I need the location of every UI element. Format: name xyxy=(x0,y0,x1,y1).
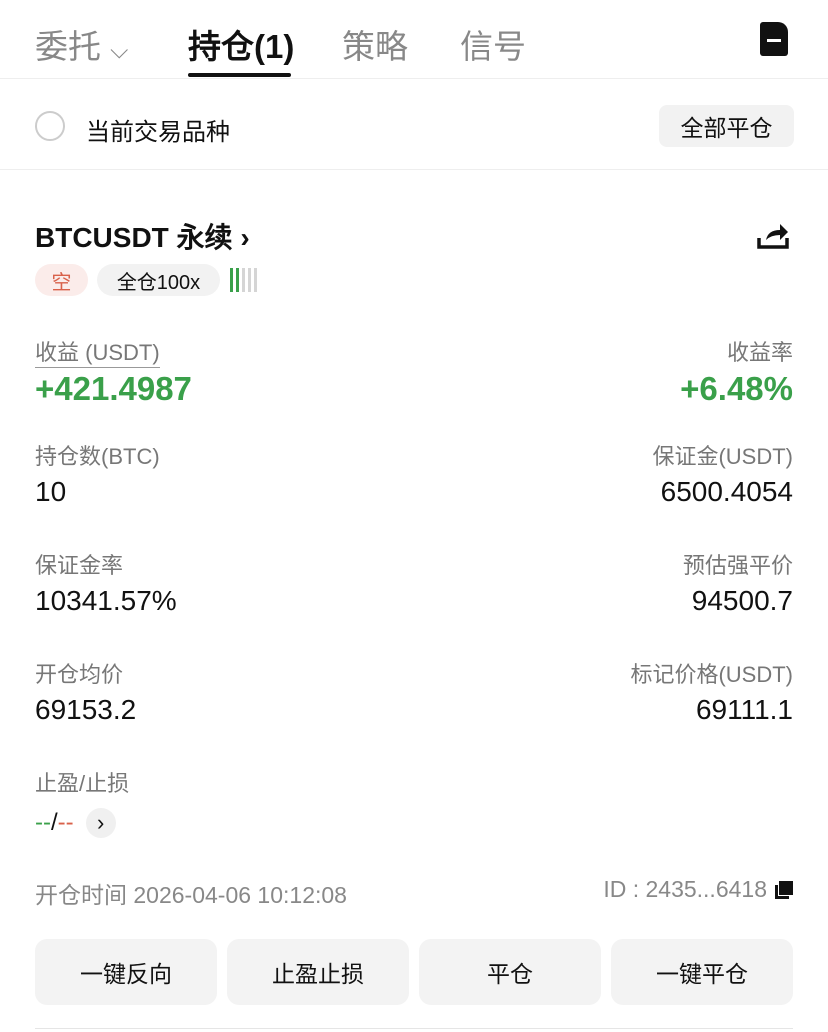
roe-value: +6.48% xyxy=(680,370,793,407)
mark-price-label: 标记价格(USDT) xyxy=(630,662,793,687)
tpsl-button[interactable]: 止盈止损 xyxy=(227,939,409,1005)
tp-value: -- xyxy=(35,809,51,836)
liq-price-label: 预估强平价 xyxy=(682,553,793,578)
margin-ratio-label: 保证金率 xyxy=(35,553,124,578)
position-id-text: ID : 2435...6418 xyxy=(603,876,767,902)
current-symbol-radio[interactable] xyxy=(35,111,65,141)
tab-signals[interactable]: 信号 xyxy=(460,28,526,65)
quick-close-button[interactable]: 一键平仓 xyxy=(611,939,793,1005)
pnl-value: +421.4987 xyxy=(35,370,192,407)
size-label: 持仓数(BTC) xyxy=(35,444,160,469)
risk-level-bar xyxy=(254,268,257,292)
copy-icon[interactable] xyxy=(775,880,793,899)
risk-level-bar xyxy=(248,268,251,292)
margin-ratio-value: 10341.57% xyxy=(35,585,177,616)
size-value: 10 xyxy=(35,476,67,507)
symbol-name: BTCUSDT 永续 xyxy=(35,222,233,253)
margin-mode-badge[interactable]: 全仓100x xyxy=(97,264,220,296)
close-position-button[interactable]: 平仓 xyxy=(419,939,601,1005)
tpsl-separator: / xyxy=(50,809,58,836)
risk-level-bar xyxy=(230,268,233,292)
tab-positions[interactable]: 持仓(1) xyxy=(188,28,295,65)
active-tab-indicator xyxy=(188,73,291,77)
margin-value: 6500.4054 xyxy=(660,476,793,507)
document-icon[interactable] xyxy=(760,22,788,56)
share-icon[interactable] xyxy=(756,218,790,250)
tab-label: 委托 xyxy=(35,28,101,65)
tab-strategy[interactable]: 策略 xyxy=(342,28,408,65)
close-all-button[interactable]: 全部平仓 xyxy=(659,105,794,147)
current-symbol-label: 当前交易品种 xyxy=(86,119,230,146)
pnl-label[interactable]: 收益 (USDT) xyxy=(35,335,160,368)
tab-orders[interactable]: 委托 ⌵ xyxy=(35,20,128,68)
sl-value: -- xyxy=(57,809,74,836)
divider xyxy=(35,1028,793,1029)
tpsl-value: -- / -- › xyxy=(35,808,116,838)
margin-label: 保证金(USDT) xyxy=(652,444,793,469)
open-time: 开仓时间 2026-04-06 10:12:08 xyxy=(35,882,347,908)
symbol-link[interactable]: BTCUSDT 永续 › xyxy=(35,216,250,256)
liq-price-value: 94500.7 xyxy=(691,585,793,616)
position-id: ID : 2435...6418 xyxy=(603,876,793,903)
risk-level-indicator xyxy=(230,268,257,292)
roe-label: 收益率 xyxy=(726,340,793,365)
risk-level-bar xyxy=(242,268,245,292)
tpsl-label: 止盈/止损 xyxy=(35,771,130,796)
tpsl-edit-chevron-icon[interactable]: › xyxy=(85,808,116,838)
chevron-down-icon: ⌵ xyxy=(110,37,129,64)
divider xyxy=(0,169,828,170)
risk-level-bar xyxy=(236,268,239,292)
entry-price-label: 开仓均价 xyxy=(35,662,124,687)
entry-price-value: 69153.2 xyxy=(35,694,137,725)
mark-price-value: 69111.1 xyxy=(695,694,793,725)
divider xyxy=(0,78,828,79)
reverse-position-button[interactable]: 一键反向 xyxy=(35,939,217,1005)
side-badge: 空 xyxy=(35,264,88,296)
chevron-right-icon: › xyxy=(240,222,250,253)
